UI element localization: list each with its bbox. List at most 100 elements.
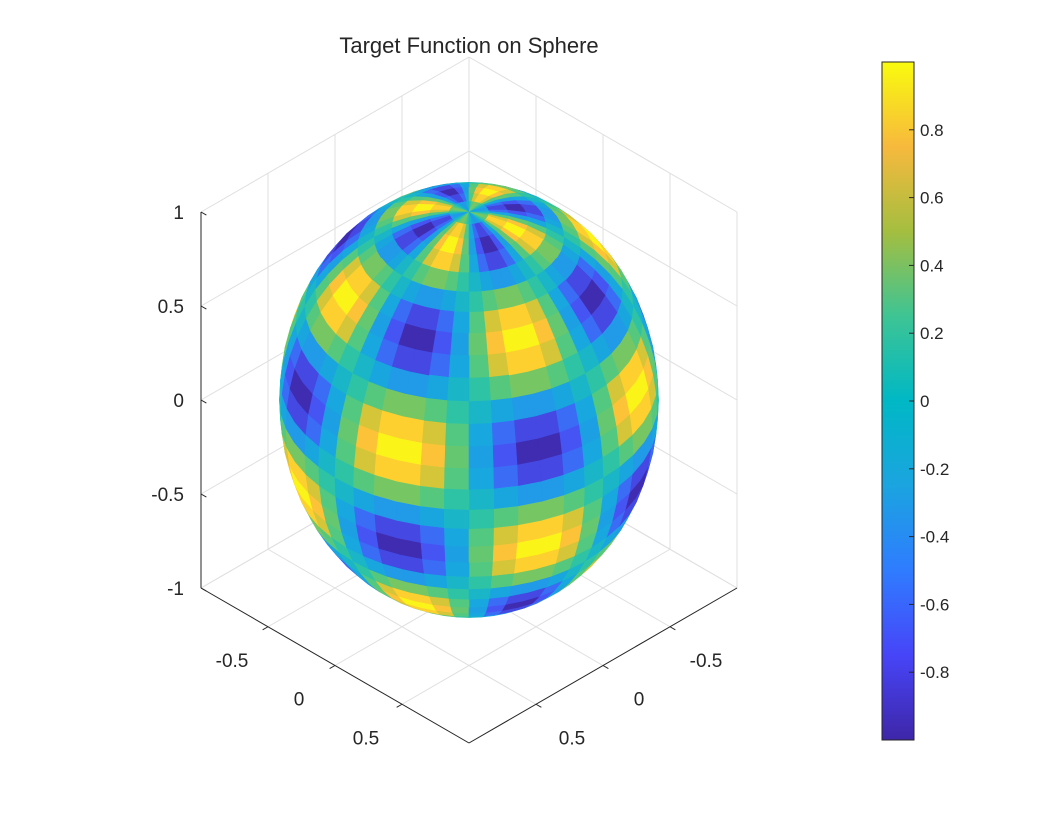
colorbar-tick-label: -0.8 xyxy=(920,663,949,682)
surface-patch xyxy=(454,291,470,313)
colorbar-tick-label: 0.4 xyxy=(920,256,944,275)
surface-patch xyxy=(468,545,494,563)
y-tick-label: -0.5 xyxy=(216,651,249,672)
grid-line-floor xyxy=(267,548,537,705)
surface-patch xyxy=(444,545,470,563)
z-tick-label: 0 xyxy=(173,391,184,412)
surface-patch xyxy=(446,575,470,590)
y-tick-mark xyxy=(329,665,336,670)
colorbar-ticks: -0.8 -0.6 -0.4 -0.2 0 0.2 0.4 0.6 0.8 xyxy=(909,121,949,682)
surface-patch xyxy=(419,505,445,529)
x-tick-mark xyxy=(669,626,676,631)
surface-patch xyxy=(443,488,470,510)
surface-patch xyxy=(419,524,446,546)
colorbar-tick-label: 0 xyxy=(920,392,929,411)
surface-patch xyxy=(422,419,447,446)
surface-patch xyxy=(468,332,488,357)
surface-patch xyxy=(399,415,425,443)
surface-patch xyxy=(468,466,494,490)
surface-patch xyxy=(450,606,470,614)
surface-patch xyxy=(468,488,495,510)
x-tick-label: 0.5 xyxy=(559,728,585,749)
grid-line-floor xyxy=(401,548,671,705)
surface-patch xyxy=(468,598,490,608)
surface-patch xyxy=(468,422,493,447)
surface-patch xyxy=(405,371,430,399)
surface-patch xyxy=(445,422,470,447)
surface-patch xyxy=(468,561,493,577)
surface-patch xyxy=(488,374,512,401)
surface-patch xyxy=(487,352,510,378)
surface-patch xyxy=(444,527,470,547)
z-tick-label: -0.5 xyxy=(151,485,184,506)
y-tick-label: 0 xyxy=(294,690,305,711)
chart-title: Target Function on Sphere xyxy=(339,33,598,58)
surface-patch xyxy=(428,352,451,378)
surface-patch xyxy=(468,272,482,293)
surface-patch xyxy=(447,587,470,600)
surface-patch xyxy=(468,527,494,547)
sphere-surface xyxy=(279,182,659,618)
surface-patch xyxy=(419,485,445,510)
colorbar-tick-label: -0.2 xyxy=(920,460,949,479)
surface-patch xyxy=(511,393,536,421)
y-tick-label: 0.5 xyxy=(353,728,379,749)
surface-patch xyxy=(452,311,470,334)
surface-patch xyxy=(447,377,470,402)
grid-line-back-right-horizontal xyxy=(200,56,470,213)
z-tick-mark xyxy=(200,305,207,310)
surface-patch xyxy=(448,598,470,608)
surface-patch xyxy=(493,505,519,529)
surface-patch xyxy=(419,464,446,489)
surface-patch xyxy=(513,415,539,443)
z-tick-mark xyxy=(200,587,207,592)
surface-patch xyxy=(468,354,490,379)
colorbar: -0.8 -0.6 -0.4 -0.2 0 0.2 0.4 0.6 0.8 xyxy=(881,61,949,741)
surface-patch xyxy=(468,575,492,590)
z-tick-label: -1 xyxy=(167,579,184,600)
surface-patch xyxy=(492,524,519,546)
surface-patch xyxy=(446,399,470,425)
surface-patch xyxy=(443,508,470,530)
colorbar-gradient xyxy=(881,61,915,741)
surface-patch xyxy=(468,377,491,402)
surface-patch xyxy=(456,272,470,293)
colorbar-tick-label: -0.4 xyxy=(920,528,949,547)
surface-patch xyxy=(490,397,515,424)
surface-patch xyxy=(485,330,506,356)
surface-patch xyxy=(468,291,484,313)
surface-patch xyxy=(468,444,494,469)
surface-patch xyxy=(423,397,448,424)
x-tick-label: 0 xyxy=(634,690,645,711)
grid-line-back-left-horizontal xyxy=(468,150,738,307)
surface-patch xyxy=(491,419,516,446)
surface-patch xyxy=(444,466,470,490)
colorbar-tick-label: 0.2 xyxy=(920,324,944,343)
grid-line-back-right-horizontal xyxy=(200,150,470,307)
surface-patch xyxy=(492,464,519,489)
surface-patch xyxy=(508,371,533,399)
surface-patch xyxy=(468,311,486,334)
surface-patch xyxy=(445,561,470,577)
x-tick-mark xyxy=(535,703,542,708)
surface-patch xyxy=(450,332,470,357)
surface-patch xyxy=(432,330,453,356)
grid-line-back-left-horizontal xyxy=(468,56,738,213)
surface-patch xyxy=(468,587,491,600)
z-tick-label: 0.5 xyxy=(158,297,184,318)
surface-patch xyxy=(448,354,470,379)
colorbar-tick-label: -0.6 xyxy=(920,595,949,614)
z-tick-label: 1 xyxy=(173,203,184,224)
z-tick-mark xyxy=(200,493,207,498)
surface-patch xyxy=(492,542,518,562)
z-tick-mark xyxy=(200,211,207,216)
surface-patch xyxy=(468,399,492,425)
surface-patch xyxy=(493,485,519,510)
colorbar-tick-label: 0.8 xyxy=(920,121,944,140)
surface-patch xyxy=(420,542,446,562)
surface-patch xyxy=(420,442,446,468)
x-tick-label: -0.5 xyxy=(690,651,723,672)
surface-patch xyxy=(402,393,427,421)
surface-patch xyxy=(444,444,470,469)
